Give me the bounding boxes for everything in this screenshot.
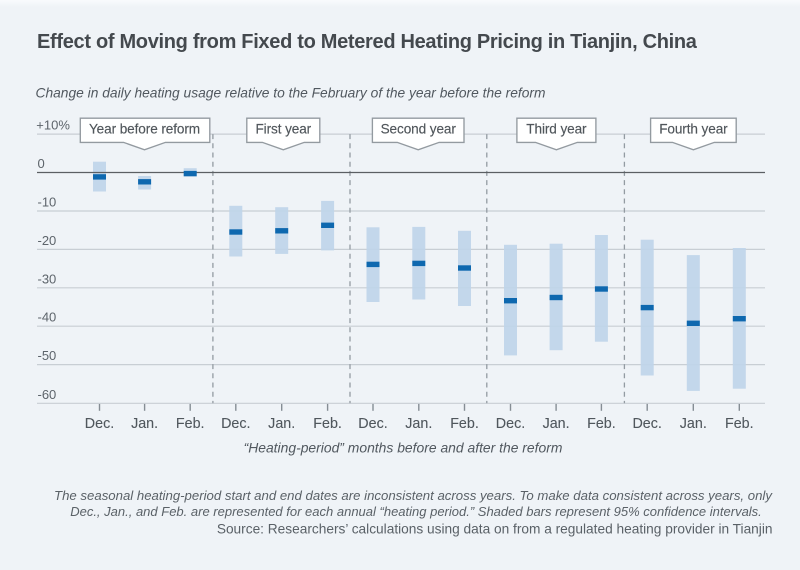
svg-text:-40: -40 bbox=[38, 310, 57, 325]
svg-text:Jan.: Jan. bbox=[268, 416, 295, 432]
svg-text:Effect of Moving from Fixed to: Effect of Moving from Fixed to Metered H… bbox=[37, 31, 698, 53]
svg-text:Jan.: Jan. bbox=[405, 416, 432, 432]
svg-text:Dec.: Dec. bbox=[85, 416, 114, 432]
svg-text:-60: -60 bbox=[38, 387, 57, 402]
svg-text:The seasonal heating-period st: The seasonal heating-period start and en… bbox=[54, 488, 773, 503]
svg-text:Jan.: Jan. bbox=[131, 416, 158, 432]
svg-text:Feb.: Feb. bbox=[587, 416, 616, 432]
svg-text:Dec., Jan., and Feb. are repre: Dec., Jan., and Feb. are represented for… bbox=[70, 504, 762, 519]
svg-text:-30: -30 bbox=[38, 271, 57, 286]
svg-text:Jan.: Jan. bbox=[680, 416, 707, 432]
svg-text:Year before reform: Year before reform bbox=[89, 121, 200, 136]
svg-text:Dec.: Dec. bbox=[221, 416, 250, 432]
svg-text:-20: -20 bbox=[38, 233, 57, 248]
svg-text:Source: Researchers’ calculati: Source: Researchers’ calculations using … bbox=[217, 522, 773, 537]
svg-text:+10%: +10% bbox=[36, 118, 70, 133]
svg-text:Dec.: Dec. bbox=[496, 416, 525, 432]
svg-text:“Heating-period” months before: “Heating-period” months before and after… bbox=[244, 440, 563, 456]
svg-text:First year: First year bbox=[255, 121, 311, 136]
svg-text:Third year: Third year bbox=[526, 121, 587, 136]
svg-text:-10: -10 bbox=[38, 195, 57, 210]
svg-text:-50: -50 bbox=[38, 348, 57, 363]
svg-text:Feb.: Feb. bbox=[313, 416, 342, 432]
svg-text:Fourth year: Fourth year bbox=[659, 121, 728, 136]
svg-text:Second year: Second year bbox=[381, 121, 457, 136]
svg-text:Feb.: Feb. bbox=[176, 416, 205, 432]
svg-text:Dec.: Dec. bbox=[358, 416, 387, 432]
svg-text:Jan.: Jan. bbox=[543, 416, 570, 432]
svg-text:Dec.: Dec. bbox=[632, 416, 661, 432]
svg-text:Change in daily heating usage: Change in daily heating usage relative t… bbox=[36, 86, 546, 101]
svg-text:0: 0 bbox=[38, 156, 45, 171]
svg-text:Feb.: Feb. bbox=[725, 416, 754, 432]
svg-text:Feb.: Feb. bbox=[450, 416, 479, 432]
